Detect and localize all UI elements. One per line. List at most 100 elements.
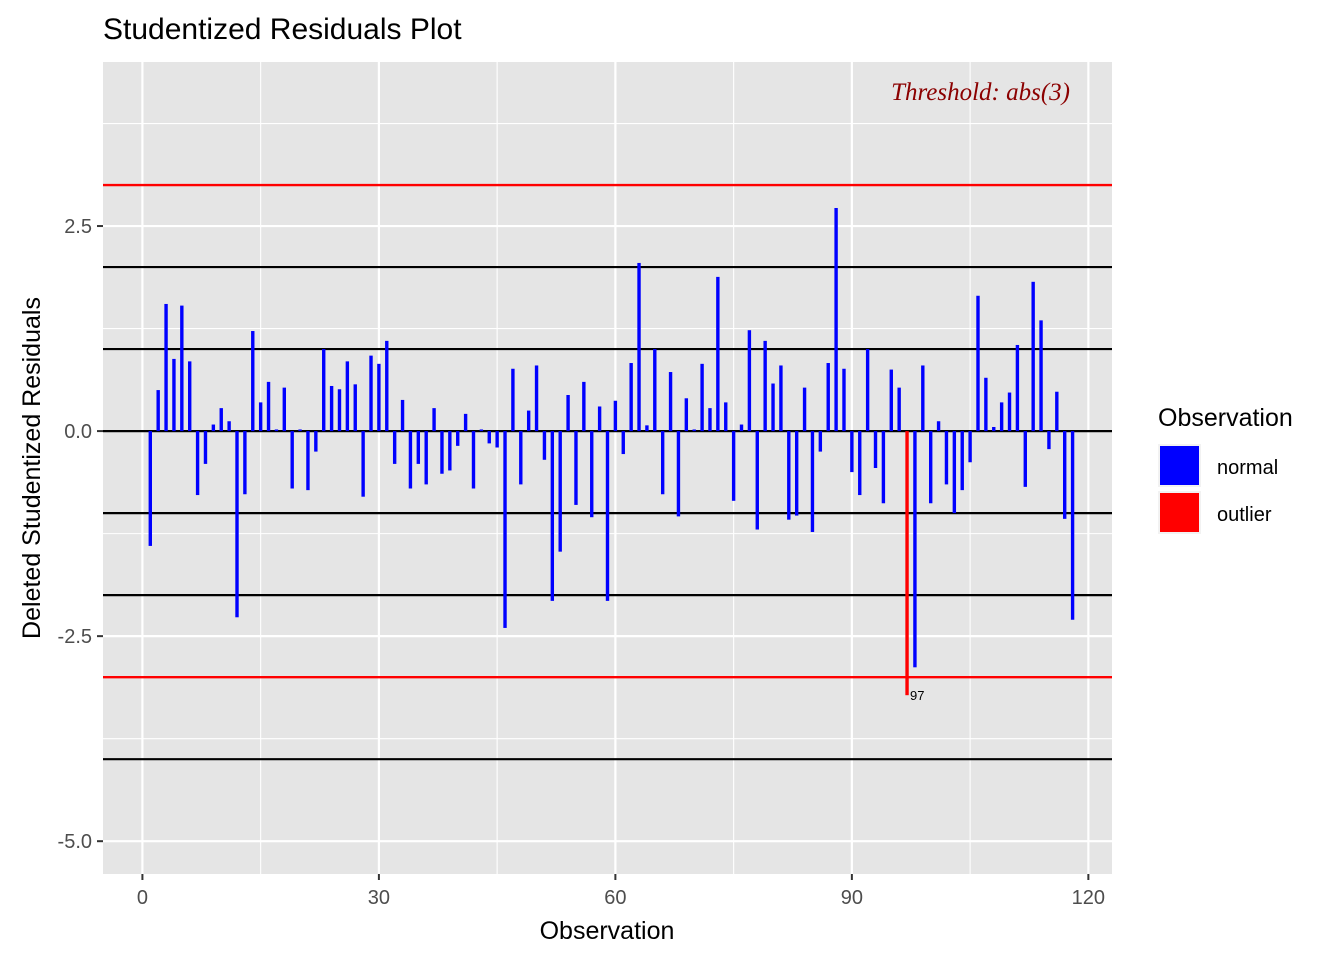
residual-bar	[219, 408, 223, 432]
residual-bar	[211, 424, 216, 432]
residual-bar	[314, 431, 318, 452]
residual-bar	[164, 303, 168, 432]
residual-bar	[266, 381, 271, 432]
residual-bar	[913, 431, 917, 668]
legend-swatch-outlier	[1160, 493, 1199, 532]
residual-bar	[984, 377, 988, 432]
x-tick-label: 0	[137, 887, 148, 909]
residual-bar	[550, 431, 555, 601]
residual-bar	[503, 431, 507, 628]
residual-bar	[322, 349, 326, 432]
residual-bar	[400, 399, 405, 432]
x-tick-label: 60	[604, 887, 626, 909]
residual-bar	[456, 431, 460, 446]
residual-bar	[999, 402, 1004, 432]
residual-bar	[1047, 431, 1051, 450]
residual-bar	[337, 389, 342, 432]
x-axis-title: Observation	[540, 917, 675, 945]
residual-bar	[195, 431, 200, 496]
threshold-annotation: Threshold: abs(3)	[891, 79, 1070, 106]
residual-bar	[850, 431, 854, 473]
residual-bar	[629, 363, 633, 432]
residual-bar	[1031, 281, 1035, 432]
residual-bar	[897, 387, 901, 432]
residual-bar	[660, 431, 665, 495]
residual-bar	[763, 340, 767, 432]
residual-bar	[952, 431, 957, 514]
residual-bar	[353, 384, 357, 432]
y-tick-label: 2.5	[64, 216, 92, 238]
outlier-bar	[905, 431, 909, 696]
residual-bar	[290, 431, 294, 489]
y-axis-ticks: 2.5 0.0 -2.5 -5.0	[58, 216, 103, 853]
residual-bar	[1023, 431, 1027, 487]
residual-bar	[921, 365, 925, 432]
x-axis-ticks: 0 30 60 90 120	[137, 874, 1105, 909]
residual-bar	[968, 431, 972, 463]
legend-title: Observation	[1158, 404, 1293, 432]
residual-bar	[274, 429, 279, 432]
residual-bar	[881, 431, 886, 504]
residual-bar	[511, 368, 515, 432]
residual-bar	[180, 305, 184, 432]
residual-bar	[306, 431, 310, 491]
residual-bar	[566, 395, 570, 432]
residual-bar	[637, 262, 641, 432]
residual-bar	[1055, 391, 1059, 432]
residual-bar	[826, 363, 830, 432]
residual-bar	[779, 365, 783, 432]
residual-bar	[188, 361, 192, 432]
residual-bar	[345, 361, 350, 432]
residual-bar	[716, 276, 720, 432]
residual-bar	[235, 431, 239, 618]
residual-bar	[700, 363, 704, 432]
residual-bar	[597, 406, 602, 432]
residual-bar	[739, 424, 744, 432]
residual-bar	[243, 431, 247, 495]
residual-bar	[668, 372, 673, 432]
residual-bar	[440, 431, 444, 474]
residual-bar	[708, 408, 712, 432]
residual-bar	[1007, 392, 1012, 432]
residual-bar	[258, 402, 263, 432]
residual-bar	[818, 431, 823, 452]
y-tick-label: -2.5	[58, 626, 92, 648]
residual-bar	[329, 385, 334, 432]
chart-title: Studentized Residuals Plot	[103, 13, 462, 46]
residual-bar	[858, 431, 862, 496]
residual-bar	[865, 349, 870, 432]
legend: Observation normal outlier	[1158, 404, 1293, 534]
residual-bar	[519, 431, 523, 485]
residual-bar	[802, 387, 807, 432]
outlier-labels: 97	[910, 688, 924, 703]
residual-bar	[203, 431, 208, 464]
residual-bar	[976, 295, 980, 432]
residual-bar	[834, 207, 838, 432]
residual-bar	[645, 425, 649, 432]
legend-entries: normal outlier	[1158, 444, 1278, 534]
x-tick-label: 90	[841, 887, 863, 909]
residual-bar	[621, 431, 625, 455]
residual-bar	[542, 431, 547, 460]
residual-bar	[574, 431, 578, 505]
outlier-label: 97	[910, 688, 924, 703]
residual-bar	[936, 421, 941, 432]
residual-bar	[495, 431, 499, 448]
y-tick-label: -5.0	[58, 831, 92, 853]
residual-bar	[1070, 431, 1075, 620]
residual-bar	[960, 431, 964, 491]
residual-bar	[724, 402, 728, 432]
x-tick-label: 120	[1072, 887, 1105, 909]
legend-label-outlier: outlier	[1217, 504, 1272, 526]
residual-bar	[408, 431, 413, 489]
residual-bar	[534, 365, 539, 432]
residual-bar	[424, 431, 428, 485]
residual-bar	[172, 358, 176, 432]
residual-bar	[526, 410, 531, 432]
residual-bar	[1015, 344, 1020, 432]
residual-bar	[755, 431, 759, 530]
residual-bar	[771, 383, 775, 432]
residual-bar	[842, 368, 846, 432]
residual-bar	[605, 431, 610, 601]
residual-bar	[889, 369, 893, 432]
